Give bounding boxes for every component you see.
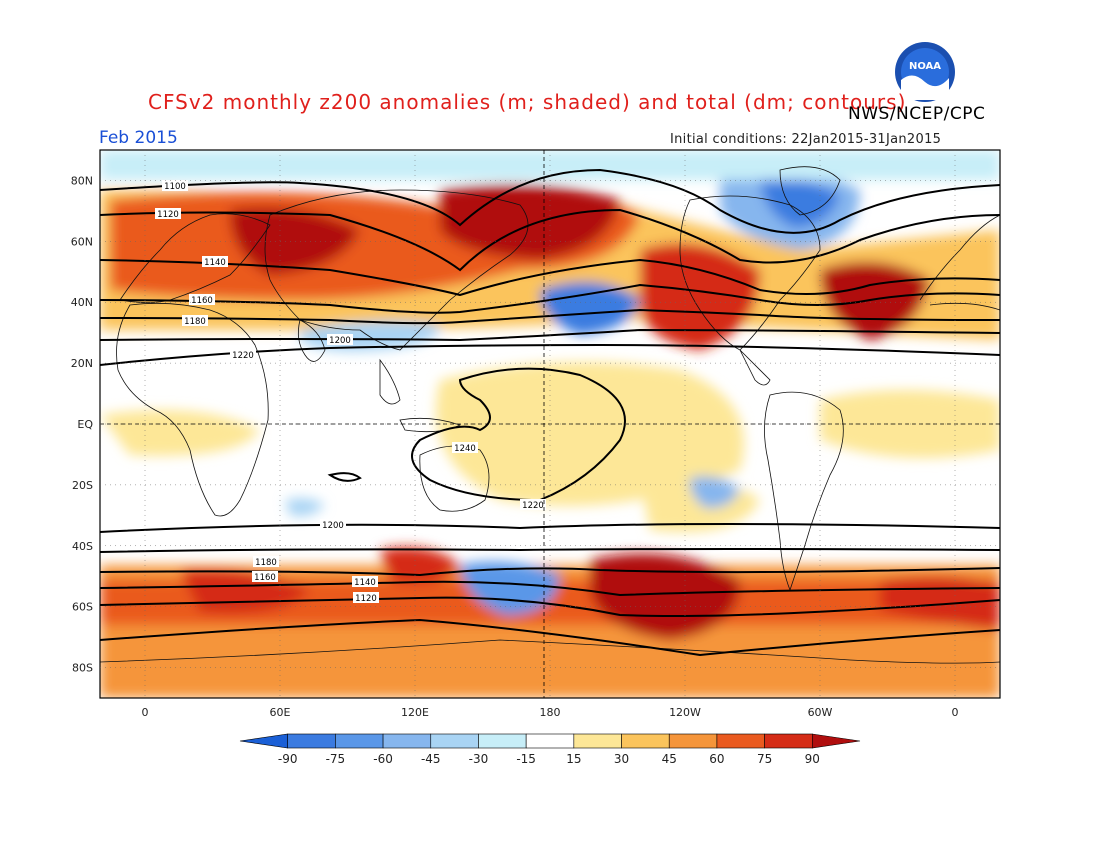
lon-tick-label: 120E	[401, 706, 429, 719]
svg-text:1160: 1160	[191, 296, 213, 306]
colorbar-swatch	[287, 733, 336, 749]
contour-label: 1220	[520, 499, 546, 511]
colorbar-swatch	[382, 733, 432, 749]
colorbar-swatch	[335, 733, 384, 749]
colorbar-swatch	[430, 733, 479, 749]
colorbar-tick-label: 60	[709, 752, 724, 766]
colorbar-tick-label: -60	[373, 752, 393, 766]
svg-text:1120: 1120	[355, 594, 377, 604]
lon-tick-label: 0	[952, 706, 959, 719]
svg-text:1220: 1220	[232, 351, 254, 361]
colorbar-swatch	[668, 733, 718, 749]
lat-tick-label: 80S	[72, 662, 93, 675]
lat-tick-label: 40N	[71, 296, 93, 309]
svg-text:1120: 1120	[157, 210, 179, 220]
lat-tick-label: EQ	[77, 418, 93, 431]
svg-text:1240: 1240	[454, 444, 476, 454]
colorbar-tick-label: -45	[421, 752, 441, 766]
colorbar-tick-label: -15	[516, 752, 536, 766]
lat-tick-label: 20S	[72, 479, 93, 492]
contour-label: 1180	[182, 315, 208, 327]
contour-labels: 1100 1120 1140 1160 1180 1200 1220 1240 1220 1200…	[155, 180, 546, 604]
svg-text:1200: 1200	[322, 521, 344, 531]
lat-tick-label: 80N	[71, 174, 93, 187]
contour-label: 1120	[353, 592, 379, 604]
lat-tick-label: 60S	[72, 601, 93, 614]
lon-tick-label: 120W	[669, 706, 701, 719]
colorbar-swatch	[239, 733, 288, 749]
svg-text:1220: 1220	[522, 501, 544, 511]
lon-tick-label: 60W	[808, 706, 833, 719]
svg-text:1140: 1140	[354, 578, 376, 588]
svg-text:1140: 1140	[204, 258, 226, 268]
chart-title: CFSv2 monthly z200 anomalies (m; shaded)…	[148, 90, 907, 114]
colorbar-tick-label: 30	[614, 752, 629, 766]
svg-text:1180: 1180	[184, 317, 206, 327]
lat-tick-label: 40S	[72, 540, 93, 553]
colorbar-swatch	[764, 733, 813, 749]
initial-conditions: Initial conditions: 22Jan2015-31Jan2015	[670, 132, 942, 147]
latitude-ticks: 80N 60N 40N 20N EQ 20S 40S 60S 80S	[71, 174, 1000, 675]
contour-label: 1180	[253, 556, 279, 568]
lon-tick-label: 180	[540, 706, 561, 719]
contour-label: 1120	[155, 208, 181, 220]
colorbar: -90 -75 -60 -45 -30 -15 15 30 45 60 75 90	[239, 733, 861, 766]
contour-label: 1100	[162, 180, 188, 192]
colorbar-tick-label: -75	[326, 752, 346, 766]
colorbar-tick-label: -90	[278, 752, 298, 766]
contour-label: 1220	[230, 349, 256, 361]
lon-tick-label: 60E	[270, 706, 291, 719]
svg-text:1200: 1200	[329, 336, 351, 346]
forecast-period: Feb 2015	[99, 128, 178, 148]
contour-label: 1160	[252, 571, 278, 583]
colorbar-tick-label: 15	[566, 752, 581, 766]
height-contours	[100, 168, 1000, 657]
svg-text:1100: 1100	[164, 182, 186, 192]
svg-text:1180: 1180	[255, 558, 277, 568]
contour-label: 1200	[327, 334, 353, 346]
noaa-logo: NOAA	[893, 40, 957, 108]
colorbar-swatch	[573, 733, 622, 749]
logo-text: NOAA	[909, 61, 941, 72]
contour-label: 1140	[352, 576, 378, 588]
lat-tick-label: 20N	[71, 357, 93, 370]
svg-text:1160: 1160	[254, 573, 276, 583]
colorbar-swatch	[716, 733, 765, 749]
longitude-ticks: 0 60E 120E 180 120W 60W 0	[142, 150, 959, 719]
colorbar-swatch	[478, 733, 527, 749]
lon-tick-label: 0	[142, 706, 149, 719]
colorbar-tick-label: 90	[805, 752, 820, 766]
colorbar-tick-label: -30	[469, 752, 489, 766]
coastlines	[100, 166, 1000, 664]
contour-label: 1240	[452, 442, 478, 454]
contour-label: 1160	[189, 294, 215, 306]
colorbar-swatch	[812, 733, 861, 749]
contour-label: 1200	[320, 519, 346, 531]
colorbar-swatch	[621, 733, 670, 749]
contour-label: 1140	[202, 256, 228, 268]
agency-label: NWS/NCEP/CPC	[848, 104, 986, 124]
colorbar-tick-label: 75	[757, 752, 772, 766]
colorbar-tick-label: 45	[662, 752, 677, 766]
lat-tick-label: 60N	[71, 235, 93, 248]
colorbar-swatch	[525, 733, 575, 749]
